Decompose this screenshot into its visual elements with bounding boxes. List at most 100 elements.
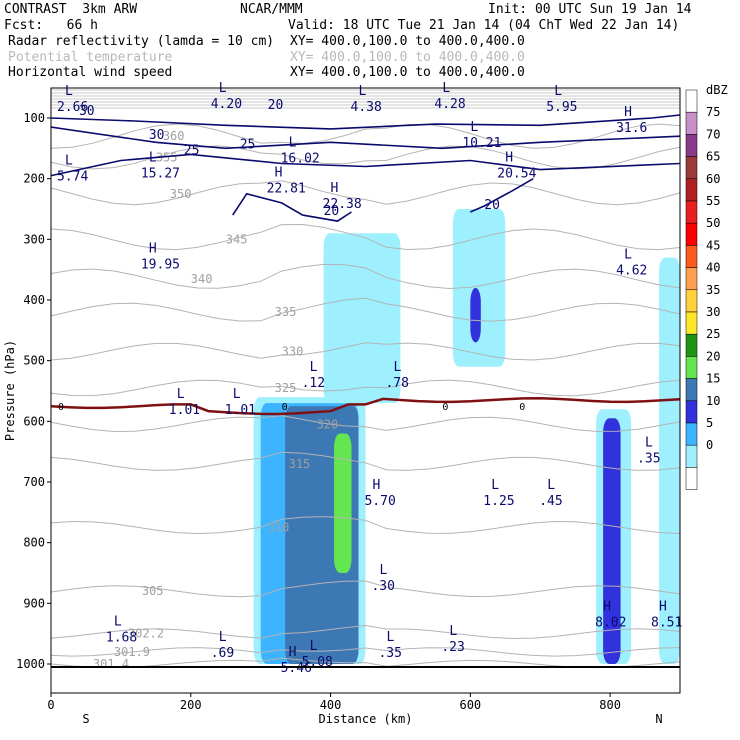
extremum-value-21: .69 — [211, 646, 234, 661]
freezing-level-label-0: 0 — [58, 402, 64, 413]
x-end-label-south: S — [82, 712, 89, 726]
extremum-value-11: .12 — [302, 376, 325, 391]
extremum-value-17: .30 — [371, 579, 394, 594]
isentrope-label-335: 335 — [275, 305, 297, 319]
colorbar-swatch-5 — [685, 200, 698, 224]
x-tick-label-400: 400 — [320, 698, 342, 712]
colorbar-level-20: 20 — [706, 349, 720, 363]
extremum-type-14: H — [372, 478, 380, 493]
extremum-type-25: H — [289, 645, 297, 660]
extremum-value-8: 4.62 — [616, 264, 647, 279]
colorbar-level-0: 0 — [706, 438, 713, 452]
model-title: CONTRAST 3km ARW — [4, 2, 138, 17]
isentrope-345 — [50, 223, 681, 251]
extremum-value-22: .35 — [378, 646, 401, 661]
wind-label-25-2: 25 — [184, 143, 200, 158]
extremum-value-26: 2.66 — [57, 100, 88, 115]
extremum-type-19: H — [603, 600, 611, 615]
extremum-value-29: 4.28 — [434, 97, 465, 112]
valid-time: Valid: 18 UTC Tue 21 Jan 14 (04 ChT Wed … — [288, 18, 680, 33]
extremum-value-0: 22.81 — [267, 182, 306, 197]
extremum-type-10: L — [233, 387, 241, 402]
wind-contour-1 — [50, 126, 681, 150]
wind-label-25-3: 25 — [240, 137, 256, 152]
colorbar-swatch-6 — [685, 222, 698, 246]
isentrope-315 — [50, 451, 681, 471]
reflectivity-cell-6 — [470, 287, 481, 343]
y-axis-title: Pressure (hPa) — [3, 340, 17, 441]
extremum-type-4: L — [470, 120, 478, 135]
colorbar-swatch-14 — [685, 400, 698, 424]
colorbar-swatch-12 — [685, 356, 698, 379]
isentrope-label-310: 310 — [268, 521, 290, 535]
isentrope-label-305: 305 — [142, 584, 164, 598]
field-reflectivity-xy: XY= 400.0,100.0 to 400.0,400.0 — [290, 34, 525, 49]
field-reflectivity: Radar reflectivity (lamda = 10 cm) — [8, 34, 275, 49]
isentrope-350 — [50, 180, 681, 206]
isentrope-340 — [50, 263, 681, 290]
extremum-type-26: L — [65, 84, 73, 99]
y-tick-label-600: 600 — [23, 414, 45, 428]
extremum-value-1: 22.38 — [323, 197, 362, 212]
extremum-value-3: 16.02 — [281, 151, 320, 166]
reflectivity-cell-5 — [452, 209, 506, 367]
colorbar-level-60: 60 — [706, 172, 720, 186]
extremum-value-23: .23 — [441, 640, 464, 655]
colorbar-level-55: 55 — [706, 194, 720, 208]
colorbar-level-40: 40 — [706, 261, 720, 275]
freezing-level-label-3: 0 — [519, 402, 525, 413]
freezing-level-line — [50, 397, 681, 416]
isentrope-320 — [50, 415, 681, 433]
wind-label-30-0: 30 — [79, 104, 95, 119]
colorbar-level-25: 25 — [706, 327, 720, 341]
extremum-type-31: L — [65, 154, 73, 169]
init-time: Init: 00 UTC Sun 19 Jan 14 — [488, 2, 692, 17]
extremum-value-2: 15.27 — [141, 167, 180, 182]
wind-contour-3 — [232, 192, 352, 222]
isentrope-label-355: 355 — [156, 150, 178, 164]
freezing-level-label-2: 0 — [442, 402, 448, 413]
freezing-level: 0 0 0 0 — [50, 397, 681, 416]
isentrope-label-340: 340 — [191, 272, 213, 286]
isentrope-label-360: 360 — [163, 129, 185, 143]
y-tick-label-700: 700 — [23, 475, 45, 489]
wind-contours: 30 30 25 25 20 20 20 — [50, 98, 681, 222]
reflectivity-cell-9 — [659, 257, 680, 664]
extremum-type-7: H — [149, 242, 157, 257]
x-axis-title: Distance (km) — [319, 712, 413, 726]
extremum-value-16: .45 — [539, 494, 562, 509]
colorbar-swatch-3 — [685, 156, 698, 180]
colorbar-swatch-10 — [685, 311, 698, 335]
forecast-hour: Fcst: 66 h — [4, 18, 98, 33]
extremum-value-19: 8.02 — [595, 616, 626, 631]
extrema-labels: H22.81 H22.38L15.27L16.02L10.21H31.6H20.5… — [57, 81, 682, 676]
extremum-type-23: L — [449, 624, 457, 639]
colorbar-level-10: 10 — [706, 394, 720, 408]
colorbar-level-30: 30 — [706, 305, 720, 319]
extremum-type-2: L — [149, 151, 157, 166]
extremum-value-18: 1.68 — [106, 631, 137, 646]
extremum-type-3: L — [289, 135, 297, 150]
isentrope-302.2 — [50, 624, 681, 640]
colorbar-level-50: 50 — [706, 216, 720, 230]
reflectivity-cell-4 — [323, 233, 401, 404]
y-tick-label-800: 800 — [23, 536, 45, 550]
colorbar-level-75: 75 — [706, 105, 720, 119]
extremum-type-13: L — [645, 436, 653, 451]
isentrope-label-330: 330 — [282, 345, 304, 359]
extremum-value-10: 1.01 — [225, 403, 256, 418]
colorbar-swatch-4 — [685, 178, 698, 202]
y-tick-label-1000: 1000 — [16, 657, 45, 671]
isentrope-310 — [50, 516, 681, 535]
extremum-value-15: 1.25 — [483, 494, 514, 509]
extremum-value-13: .35 — [637, 452, 660, 467]
colorbar-level-5: 5 — [706, 416, 713, 430]
extremum-type-16: L — [547, 478, 555, 493]
colorbar-level-70: 70 — [706, 127, 720, 141]
extremum-type-11: L — [310, 360, 318, 375]
extremum-type-20: H — [659, 600, 667, 615]
x-tick-label-200: 200 — [180, 698, 202, 712]
extremum-type-28: L — [359, 84, 367, 99]
